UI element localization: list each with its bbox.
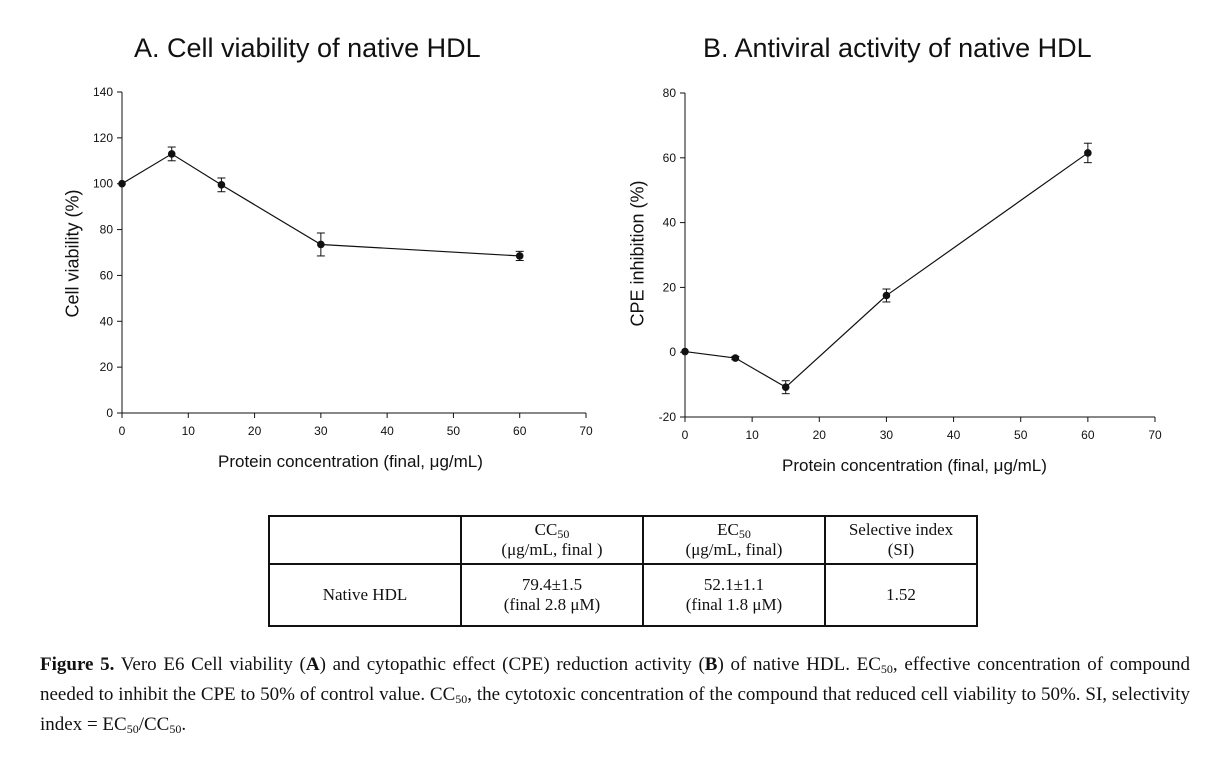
caption-sub-3: 50: [126, 722, 139, 736]
chart-a-y-tick-label: 120: [93, 131, 113, 145]
caption-text-6: /CC: [138, 714, 170, 735]
chart-a-y-tick-label: 140: [93, 85, 113, 99]
ec50-note: (final 1.8 μM): [685, 595, 783, 614]
chart-b-point: [731, 354, 740, 362]
caption-bold-b: B: [704, 654, 718, 675]
ec50-value: 52.1±1.1: [703, 575, 765, 594]
caption-sub-2: 50: [455, 692, 468, 706]
si-header-abbrev: (SI): [887, 540, 915, 559]
caption-text-2: ) and cytopathic effect (CPE) reduction …: [319, 654, 705, 675]
ec50-header-label: EC: [717, 520, 739, 539]
chart-a-title: A. Cell viability of native HDL: [134, 33, 481, 63]
ec50-cell: 52.1±1.1 (final 1.8 μM): [642, 563, 826, 627]
caption-label: Figure 5.: [40, 654, 115, 675]
caption-text-1: Vero E6 Cell viability (: [114, 654, 306, 675]
chart-a-x-tick-label: 0: [119, 424, 126, 438]
chart-b-x-tick-label: 0: [682, 428, 689, 442]
chart-b-y-tick-label: 60: [663, 151, 677, 165]
chart-b-point: [882, 291, 891, 300]
caption-text-5: , the cytotoxic concentration of the com…: [40, 684, 1190, 735]
chart-b-title: B. Antiviral activity of native HDL: [703, 33, 1092, 63]
caption-sub-4: 50: [169, 722, 182, 736]
table-header-si: Selective index (SI): [824, 515, 978, 565]
ec50-header-unit: (μg/mL, final): [685, 540, 783, 559]
table-header-row: CC50 (μg/mL, final ) EC50 (μg/mL, final)…: [268, 515, 978, 565]
caption-sub-1: 50: [880, 662, 893, 676]
ec50-header-sub: 50: [738, 527, 751, 541]
chart-a-point: [118, 179, 126, 188]
chart-a-x-tick-label: 40: [380, 424, 394, 438]
chart-a-point: [515, 252, 524, 260]
summary-table: CC50 (μg/mL, final ) EC50 (μg/mL, final)…: [268, 515, 978, 627]
chart-b-xlabel: Protein concentration (final, μg/mL): [782, 456, 1047, 475]
chart-a-x-tick-label: 30: [314, 424, 328, 438]
table-header-cc50: CC50 (μg/mL, final ): [460, 515, 644, 565]
chart-a-point: [217, 181, 226, 189]
chart-b-y-tick-label: -20: [659, 410, 677, 424]
chart-b-x-tick-label: 20: [813, 428, 827, 442]
chart-a-x-tick-label: 20: [248, 424, 262, 438]
chart-b-x-tick-label: 50: [1014, 428, 1028, 442]
cc50-header-sub: 50: [557, 527, 570, 541]
chart-b-x-tick-label: 60: [1081, 428, 1095, 442]
chart-a-y-tick-label: 0: [106, 406, 113, 420]
chart-b-x-tick-label: 10: [745, 428, 759, 442]
chart-b-y-tick-label: 20: [663, 280, 677, 294]
chart-a-point: [317, 240, 325, 249]
cc50-value: 79.4±1.5: [521, 575, 583, 594]
chart-b-x-tick-label: 30: [880, 428, 894, 442]
chart-a-x-tick-label: 60: [513, 424, 527, 438]
chart-a-xlabel: Protein concentration (final, μg/mL): [218, 452, 483, 471]
chart-b-x-tick-label: 70: [1148, 428, 1162, 442]
table-row: Native HDL 79.4±1.5 (final 2.8 μM) 52.1±…: [268, 563, 978, 627]
cc50-header-label: CC: [534, 520, 558, 539]
chart-b-x-tick-label: 40: [947, 428, 961, 442]
chart-b-point: [1084, 149, 1092, 157]
chart-b-point: [781, 383, 790, 391]
caption-text-7: .: [181, 714, 187, 735]
cc50-header-unit: (μg/mL, final ): [501, 540, 603, 559]
table-header-empty: [268, 515, 462, 565]
si-value: 1.52: [824, 563, 978, 627]
table-header-ec50: EC50 (μg/mL, final): [642, 515, 826, 565]
cc50-cell: 79.4±1.5 (final 2.8 μM): [460, 563, 644, 627]
caption-bold-a: A: [305, 654, 320, 675]
chart-a-x-tick-label: 70: [579, 424, 593, 438]
chart-a-y-tick-label: 40: [100, 314, 114, 328]
chart-a-y-tick-label: 100: [93, 177, 113, 191]
chart-a-point: [167, 150, 176, 158]
chart-a-x-tick-label: 50: [447, 424, 461, 438]
chart-b-y-tick-label: 0: [669, 345, 676, 359]
cc50-note: (final 2.8 μM): [503, 595, 601, 614]
chart-a-x-tick-label: 10: [182, 424, 196, 438]
chart-a-y-tick-label: 20: [100, 360, 114, 374]
caption-text-3: ) of native HDL. EC: [717, 654, 881, 675]
chart-b-y-tick-label: 40: [663, 216, 677, 230]
row-label: Native HDL: [268, 563, 462, 627]
chart-a-y-tick-label: 80: [100, 223, 114, 237]
chart-b-series-line: [684, 152, 1089, 388]
figure-caption: Figure 5. Vero E6 Cell viability (A) and…: [40, 650, 1190, 740]
chart-a-y-tick-label: 60: [100, 268, 114, 282]
chart-b-point: [681, 347, 689, 356]
chart-b-y-tick-label: 80: [663, 86, 677, 100]
caption-text-4: , effective concentration of compound ne…: [40, 654, 1190, 705]
si-header-label: Selective index: [848, 520, 954, 539]
